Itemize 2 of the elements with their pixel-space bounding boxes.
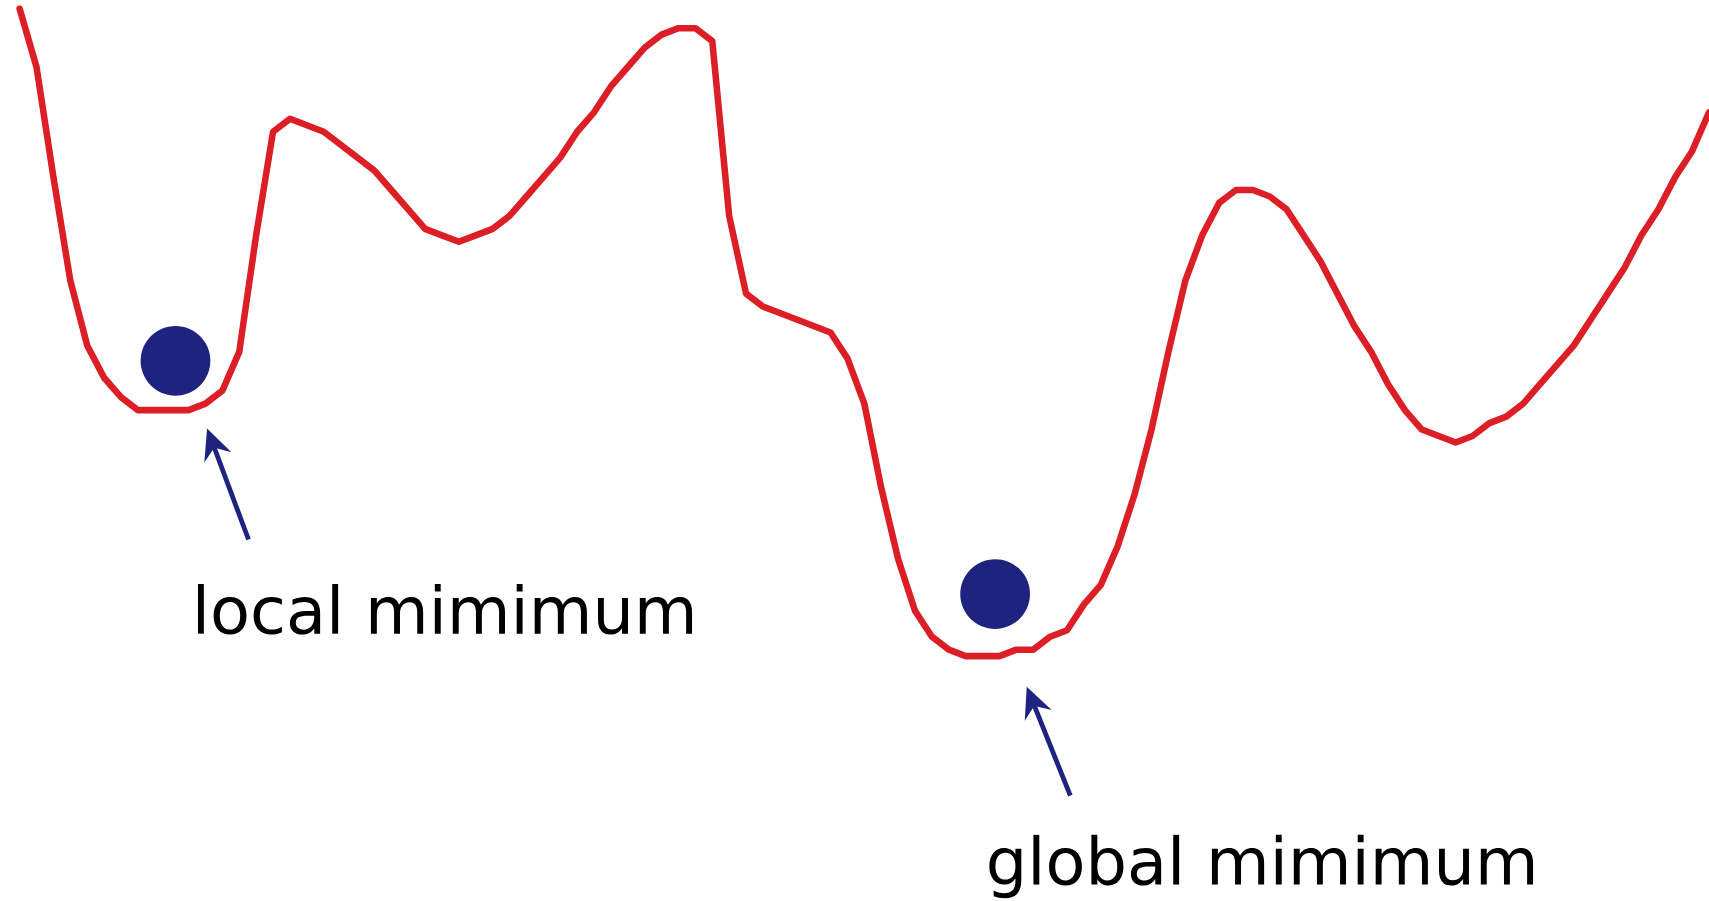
annotation: local mimimum xyxy=(197,583,693,635)
text: global mimimum xyxy=(989,834,1534,898)
